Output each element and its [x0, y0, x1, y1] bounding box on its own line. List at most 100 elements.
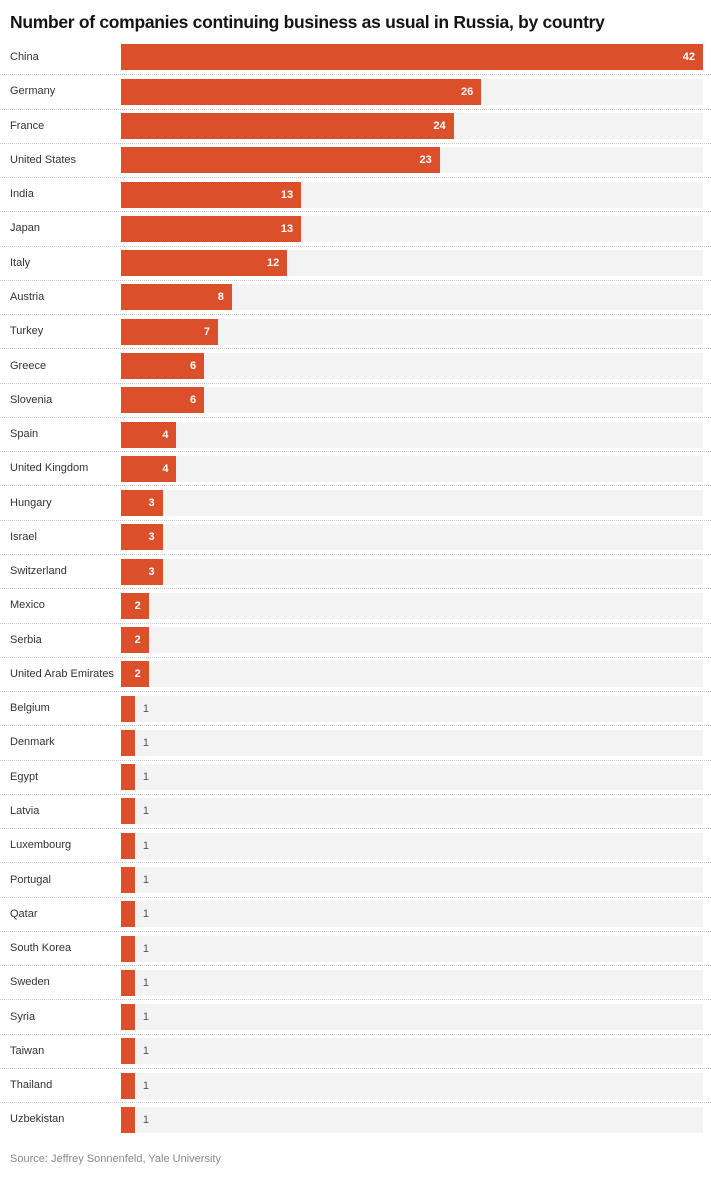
bar	[121, 695, 135, 722]
bar-track: 13	[121, 181, 703, 208]
country-label: Egypt	[10, 770, 39, 783]
bar-track: 7	[121, 318, 703, 345]
bar-value-label: 1	[142, 908, 149, 921]
bar	[121, 284, 232, 311]
bar	[121, 661, 149, 688]
chart-row: Qatar 1	[0, 896, 711, 931]
country-label: Sweden	[10, 976, 50, 989]
chart-row: Belgium 1	[0, 691, 711, 725]
bar-track: 6	[121, 387, 703, 414]
bar-track: 8	[121, 284, 703, 311]
chart-row: France 24	[0, 108, 711, 143]
bar-chart: China 42 Germany 26 France 24 United Sta…	[0, 40, 711, 1137]
bar	[121, 490, 163, 517]
bar-value-label: 1	[142, 702, 149, 715]
chart-row: Austria 8	[0, 279, 711, 314]
chart-row: Portugal 1	[0, 862, 711, 896]
bar	[121, 113, 454, 140]
bar-track: 2	[121, 661, 703, 688]
bar-value-label: 7	[203, 325, 210, 338]
chart-row: Slovenia 6	[0, 382, 711, 417]
bar-value-label: 4	[162, 428, 169, 441]
bar-track: 2	[121, 627, 703, 654]
bar-value-label: 6	[190, 394, 197, 407]
bar	[121, 181, 302, 208]
bar-track: 23	[121, 147, 703, 174]
chart-row: Denmark 1	[0, 725, 711, 759]
bar-track: 3	[121, 558, 703, 585]
bar-value-label: 1	[142, 771, 149, 784]
bar-value-label: 1	[142, 1113, 149, 1126]
bar	[121, 1106, 135, 1133]
country-label: Italy	[10, 256, 31, 269]
chart-row: United States 23	[0, 142, 711, 177]
country-label: France	[10, 119, 45, 132]
chart-row: Italy 12	[0, 245, 711, 280]
bar	[121, 1004, 135, 1031]
country-label: Mexico	[10, 599, 45, 612]
bar-value-label: 24	[433, 120, 446, 133]
bar	[121, 455, 177, 482]
bar-track: 6	[121, 353, 703, 380]
bar-value-label: 23	[419, 154, 432, 167]
bar-track: 1	[121, 1004, 703, 1031]
bar-value-label: 1	[142, 1079, 149, 1092]
chart-row: China 42	[0, 40, 711, 74]
bar-value-label: 12	[267, 257, 280, 270]
chart-row: Latvia 1	[0, 793, 711, 828]
bar-value-label: 6	[190, 360, 197, 373]
bar-track: 1	[121, 695, 703, 722]
bar-value-label: 1	[142, 805, 149, 818]
bar-track: 1	[121, 832, 703, 859]
country-label: United States	[10, 153, 77, 166]
bar-track: 1	[121, 867, 703, 893]
bar	[121, 215, 302, 242]
bar	[121, 969, 135, 996]
bar-value-label: 1	[142, 942, 149, 955]
bar-value-label: 42	[682, 51, 695, 64]
bar-value-label: 13	[280, 188, 294, 201]
bar-track: 1	[121, 764, 703, 791]
chart-row: United Arab Emirates 2	[0, 656, 711, 691]
country-label: Greece	[10, 359, 47, 372]
bar-track: 42	[121, 44, 703, 71]
bar-value-label: 3	[148, 497, 155, 510]
bar-track: 24	[121, 113, 703, 140]
bar	[121, 798, 135, 825]
bar-track: 26	[121, 78, 703, 105]
country-label: Luxembourg	[10, 839, 72, 852]
country-label: South Korea	[10, 942, 72, 955]
country-label: Switzerland	[10, 565, 67, 578]
chart-row: Greece 6	[0, 348, 711, 382]
bar	[121, 318, 218, 345]
bar-value-label: 3	[148, 565, 155, 578]
country-label: China	[10, 50, 39, 63]
country-label: Uzbekistan	[10, 1113, 65, 1126]
source-note: Source: Jeffrey Sonnenfeld, Yale Univers…	[10, 1152, 221, 1165]
country-label: Denmark	[10, 736, 55, 749]
bar-value-label: 4	[162, 462, 169, 475]
country-label: Syria	[10, 1010, 36, 1023]
bar-value-label: 2	[134, 634, 141, 647]
bar-value-label: 2	[134, 668, 141, 681]
bar	[121, 44, 703, 71]
chart-row: Israel 3	[0, 519, 711, 554]
bar	[121, 1072, 135, 1099]
chart-row: Switzerland 3	[0, 553, 711, 588]
bar-track: 1	[121, 1072, 703, 1099]
bar-track: 4	[121, 455, 703, 482]
bar-track: 1	[121, 729, 703, 756]
bar	[121, 627, 149, 654]
bar-track: 3	[121, 524, 703, 551]
bar-value-label: 8	[217, 291, 224, 304]
bar-track: 1	[121, 1038, 703, 1065]
bar-track: 4	[121, 421, 703, 448]
bar-value-label: 1	[142, 1011, 149, 1024]
chart-row: Japan 13	[0, 211, 711, 245]
bar-value-label: 2	[134, 599, 141, 612]
country-label: United Arab Emirates	[10, 667, 114, 680]
bar	[121, 729, 135, 756]
country-label: Qatar	[10, 907, 38, 920]
bar	[121, 78, 482, 105]
